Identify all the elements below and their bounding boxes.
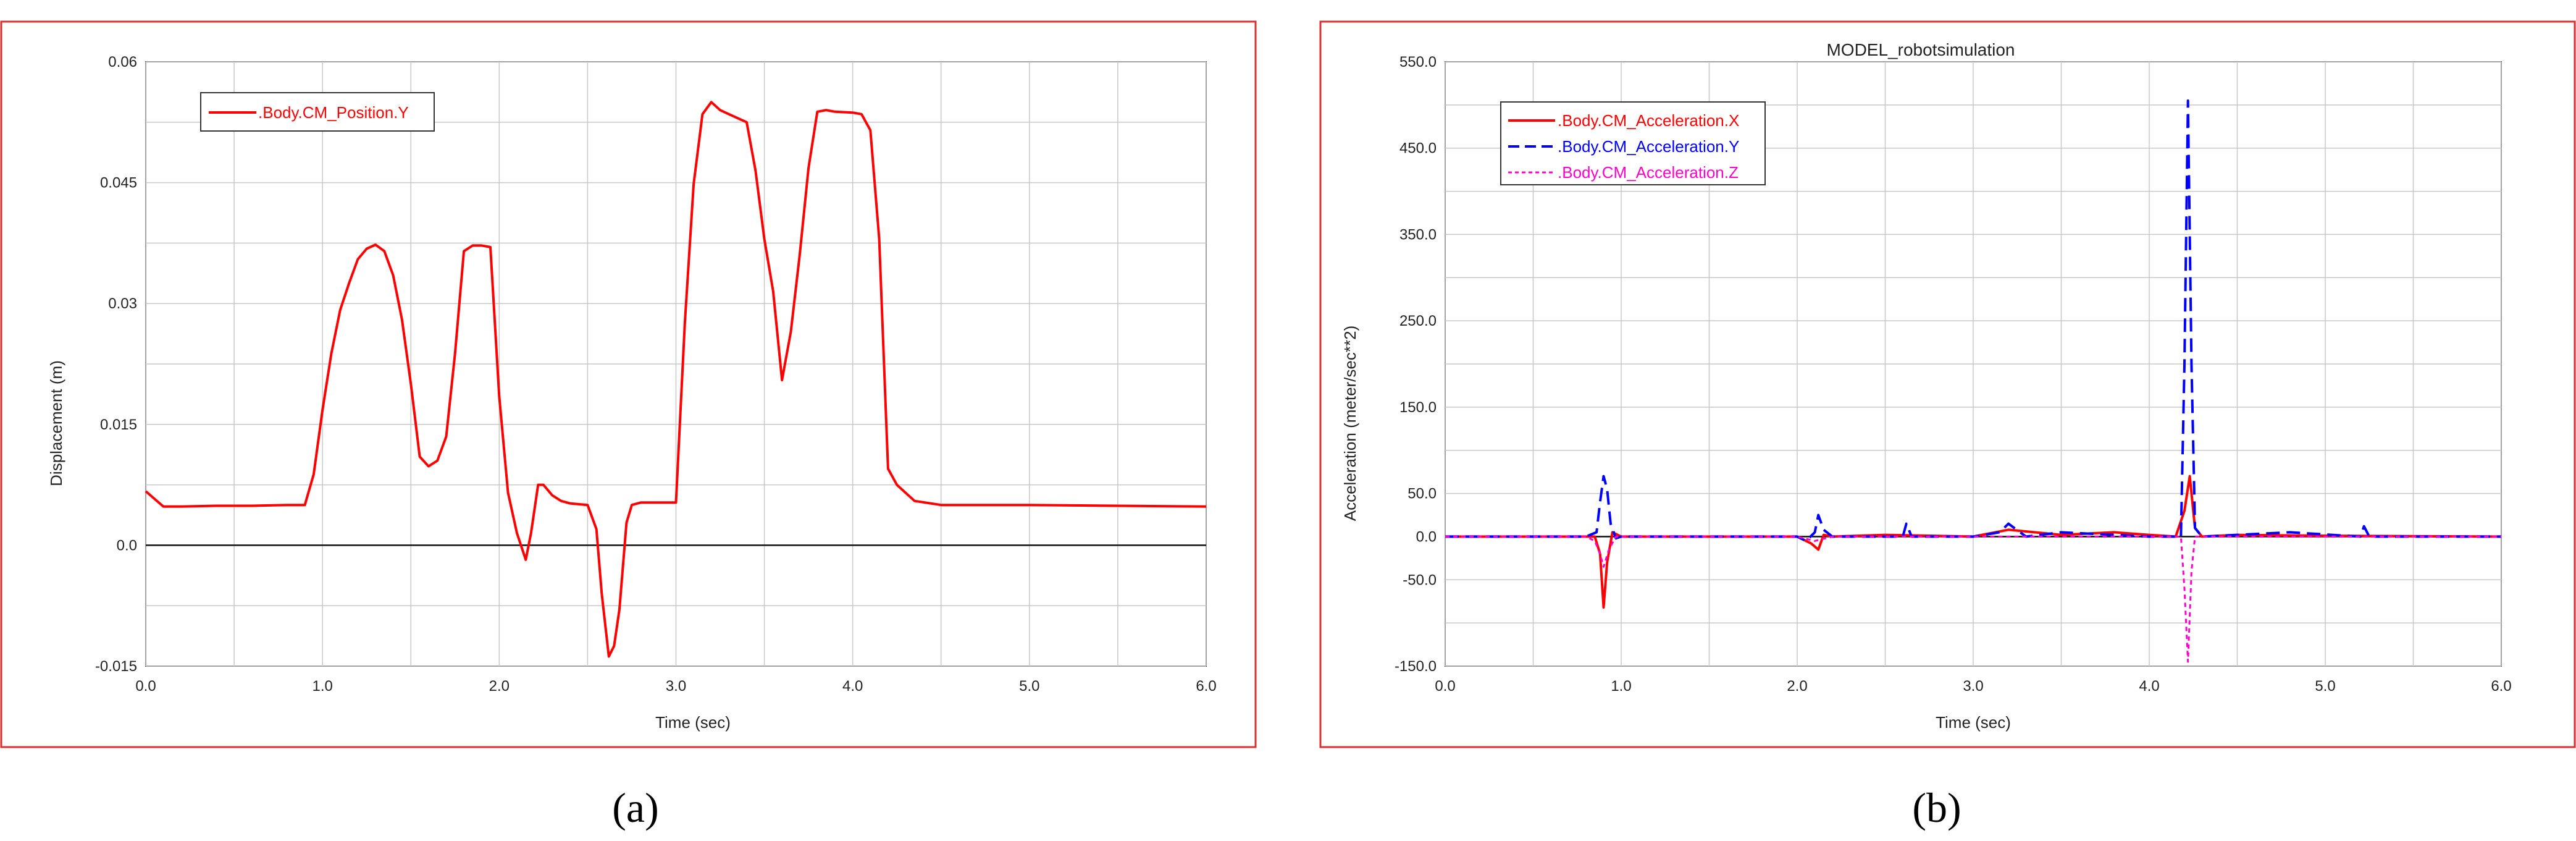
plot-a-lines xyxy=(145,101,1207,658)
plot-b-xtick-label: 6.0 xyxy=(2491,678,2511,695)
plot-b-title: MODEL_robotsimulation xyxy=(1826,40,2015,59)
plot-b-ylabel: Acceleration (meter/sec**2) xyxy=(1341,326,1359,521)
plot-a-ytick-label: -0.015 xyxy=(95,658,137,675)
plot-b-legend-label-0: .Body.CM_Acceleration.X xyxy=(1558,111,1739,130)
plot-b-ytick-label: 550.0 xyxy=(1399,54,1437,70)
plot-a-series-0-line xyxy=(145,101,1207,658)
panel-b: MODEL_robotsimulation 0.0 1.0 2.0 3.0 4.0 5.0… xyxy=(1319,20,2576,831)
plot-b-ytick-label: 0.0 xyxy=(1416,528,1437,545)
plot-b-ytick-label: 50.0 xyxy=(1408,486,1437,502)
plot-a-ytick-label: 0.0 xyxy=(117,537,137,554)
plot-a-xlabel: Time (sec) xyxy=(655,713,731,732)
plot-a-xtick-label: 1.0 xyxy=(312,678,332,695)
panel-a-label: (a) xyxy=(612,784,658,831)
plot-a-xtick-label: 6.0 xyxy=(1196,678,1216,695)
plot-a-ytick-label: 0.015 xyxy=(100,416,137,433)
plot-b-ytick-label: -50.0 xyxy=(1403,572,1437,588)
plot-b-ytick-label: -150.0 xyxy=(1395,658,1437,675)
plot-a-ytick-label: 0.045 xyxy=(100,175,137,192)
plot-a-legend-label-0: .Body.CM_Position.Y xyxy=(258,103,409,122)
plot-b-xtick-label: 5.0 xyxy=(2315,678,2335,695)
plot-a-ylabel: Displacement (m) xyxy=(47,360,65,486)
plot-b-xtick-label: 0.0 xyxy=(1435,678,1455,695)
panel-a: 0.0 1.0 2.0 3.0 4.0 5.0 6.0 -0.015 0.0 0.015 0.03 0… xyxy=(0,20,1257,831)
plot-b-series-1-line xyxy=(1445,99,2501,543)
plot-a-xtick-label: 5.0 xyxy=(1019,678,1039,695)
plot-b-series-0-line xyxy=(1445,475,2502,609)
panel-b-label: (b) xyxy=(1912,784,1961,831)
plot-b-legend-label-2: .Body.CM_Acceleration.Z xyxy=(1558,163,1739,182)
plot-b-xtick-label: 3.0 xyxy=(1963,678,1983,695)
plot-a-xtick-label: 4.0 xyxy=(842,678,863,695)
plot-a-xtick-label: 0.0 xyxy=(135,678,156,695)
plot-b-legend-label-1: .Body.CM_Acceleration.Y xyxy=(1558,137,1739,156)
plot-b-ticks: 0.0 1.0 2.0 3.0 4.0 5.0 6.0 -150.0 -50.0 0.0 50.0 1… xyxy=(1395,54,2512,695)
plot-b-ytick-label: 150.0 xyxy=(1399,399,1437,416)
plot-b-series-2-line xyxy=(1445,535,2501,663)
plot-b-ytick-label: 350.0 xyxy=(1399,226,1437,243)
plot-b-xtick-label: 2.0 xyxy=(1787,678,1807,695)
plot-b-xlabel: Time (sec) xyxy=(1936,713,2011,732)
plot-b-legend-box xyxy=(1500,101,1766,185)
plot-b-legend: .Body.CM_Acceleration.X .Body.CM_Acceler… xyxy=(1500,101,1766,185)
plot-b-ytick-label: 450.0 xyxy=(1399,140,1437,157)
plot-b-lines xyxy=(1445,99,2502,663)
plot-a-ticks: 0.0 1.0 2.0 3.0 4.0 5.0 6.0 -0.015 0.0 0.015 0.03 0… xyxy=(95,54,1217,695)
plot-a-ytick-label: 0.06 xyxy=(108,54,137,70)
plot-b-xtick-label: 1.0 xyxy=(1611,678,1631,695)
plot-a-legend: .Body.CM_Position.Y xyxy=(200,92,435,132)
plot-b-ytick-label: 250.0 xyxy=(1399,313,1437,329)
plot-a-ytick-label: 0.03 xyxy=(108,295,137,312)
plot-a-xtick-label: 3.0 xyxy=(666,678,686,695)
plot-a-grid xyxy=(145,61,1207,667)
plot-a-xtick-label: 2.0 xyxy=(489,678,510,695)
plot-b-xtick-label: 4.0 xyxy=(2139,678,2159,695)
